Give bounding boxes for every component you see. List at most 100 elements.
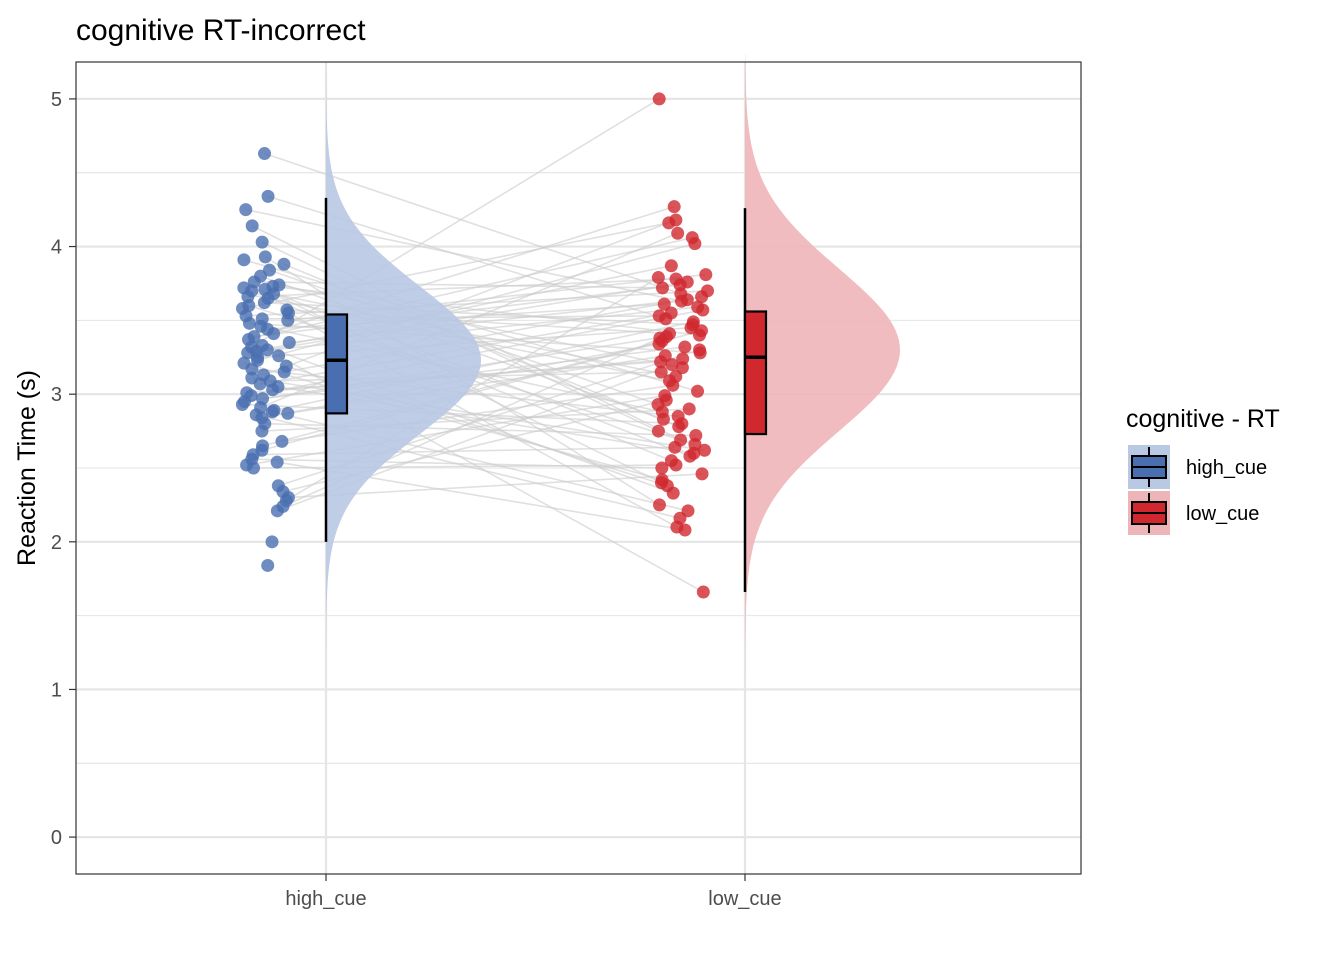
pair-line: [243, 259, 698, 392]
low_cue-point: [651, 424, 665, 438]
low_cue-point: [667, 200, 681, 214]
low_cue-point: [672, 420, 686, 434]
high_cue-point: [260, 343, 274, 357]
high_cue-point: [253, 377, 267, 391]
pair-line: [251, 98, 660, 348]
low_cue-point: [666, 486, 680, 500]
low_cue-point: [696, 585, 710, 599]
high_cue-point: [242, 316, 256, 330]
x-axis: high_cue low_cue: [285, 874, 782, 910]
low_cue-point: [678, 340, 692, 354]
high_cue-point: [261, 189, 275, 203]
low_cue-density: [745, 54, 900, 690]
low_cue-point: [682, 402, 696, 416]
high_cue-point: [270, 504, 284, 518]
high_cue-density: [326, 69, 481, 646]
low_cue-point: [664, 259, 678, 273]
y-tick-label: 5: [51, 89, 62, 111]
high_cue-point: [247, 461, 261, 475]
legend-entries: high_cue low_cue: [1128, 445, 1267, 535]
low_cue-point: [666, 378, 680, 392]
low_cue-point: [699, 268, 713, 282]
pair-line: [242, 222, 669, 310]
high_cue-box: [324, 313, 349, 415]
high_cue-point: [267, 327, 281, 341]
low_cue-point: [652, 92, 666, 106]
low_cue-point: [654, 355, 668, 369]
pair-line: [253, 446, 675, 456]
low_cue-point: [654, 365, 668, 379]
low_cue-point: [691, 384, 705, 398]
high_cue-point: [258, 147, 272, 161]
high_cue-point: [277, 257, 291, 271]
high_cue-point: [241, 346, 255, 360]
legend-entry-high_cue: high_cue: [1128, 445, 1267, 489]
low_cue-point: [651, 271, 665, 285]
low_cue-point: [695, 467, 709, 481]
panel-border: [75, 61, 1082, 875]
high_cue-point: [261, 558, 275, 572]
x-tick-label: high_cue: [285, 888, 366, 910]
high_cue-point: [275, 434, 289, 448]
low_cue-point: [683, 449, 697, 463]
low_cue-point: [669, 458, 683, 472]
low_cue-point: [656, 412, 670, 426]
low_cue-point: [675, 361, 689, 375]
data-points: [235, 92, 715, 599]
legend-label: low_cue: [1186, 503, 1259, 525]
low_cue-point: [695, 290, 709, 304]
low_cue-point: [678, 523, 692, 537]
pair-line: [264, 152, 682, 295]
low_cue-point: [659, 312, 673, 326]
low_cue-point: [655, 281, 669, 295]
high_cue-point: [266, 383, 280, 397]
high_cue-point: [270, 455, 284, 469]
pair-line: [288, 473, 703, 499]
legend-label: high_cue: [1186, 457, 1267, 479]
low_cue-point: [662, 216, 676, 230]
low_cue-point: [652, 498, 666, 512]
low_cue-point: [696, 303, 710, 317]
high_cue-point: [237, 253, 251, 267]
high_cue-point: [255, 235, 269, 249]
high_cue-point: [272, 349, 286, 363]
low_cue-point: [652, 337, 666, 351]
legend: cognitive - RT high_cue low_cue: [1126, 405, 1280, 535]
low_cue-point: [698, 443, 712, 457]
density-clouds: [326, 54, 900, 690]
low_cue-point: [657, 297, 671, 311]
pair-line: [251, 458, 662, 469]
pair-line: [247, 264, 672, 354]
high_cue-point: [265, 405, 279, 419]
high_cue-point: [265, 535, 279, 549]
high_cue-point: [258, 250, 272, 264]
low_cue-point: [655, 461, 669, 475]
low_cue-point: [693, 346, 707, 360]
low_cue-point: [693, 328, 707, 342]
low_cue-point: [674, 294, 688, 308]
high_cue-point: [255, 424, 269, 438]
high_cue-point: [257, 296, 271, 310]
high_cue-point: [281, 406, 295, 420]
y-tick-label: 2: [51, 532, 62, 554]
high_cue-point: [281, 313, 295, 327]
high_cue-point: [277, 365, 291, 379]
low_cue-point: [671, 226, 685, 240]
high_cue-point: [245, 219, 259, 233]
low_cue-point: [665, 358, 679, 372]
x-tick-label: low_cue: [708, 888, 781, 910]
y-tick-label: 0: [51, 827, 62, 849]
y-tick-label: 3: [51, 384, 62, 406]
pair-line: [246, 394, 665, 466]
y-tick-label: 1: [51, 679, 62, 701]
pair-line: [248, 205, 675, 341]
y-axis-label: Reaction Time (s): [13, 370, 41, 566]
low_cue-box: [743, 310, 768, 436]
boxplots: [324, 197, 768, 593]
legend-entry-low_cue: low_cue: [1128, 491, 1259, 535]
low_cue-point: [688, 237, 702, 251]
y-tick-label: 4: [51, 237, 62, 259]
legend-title: cognitive - RT: [1126, 405, 1280, 433]
